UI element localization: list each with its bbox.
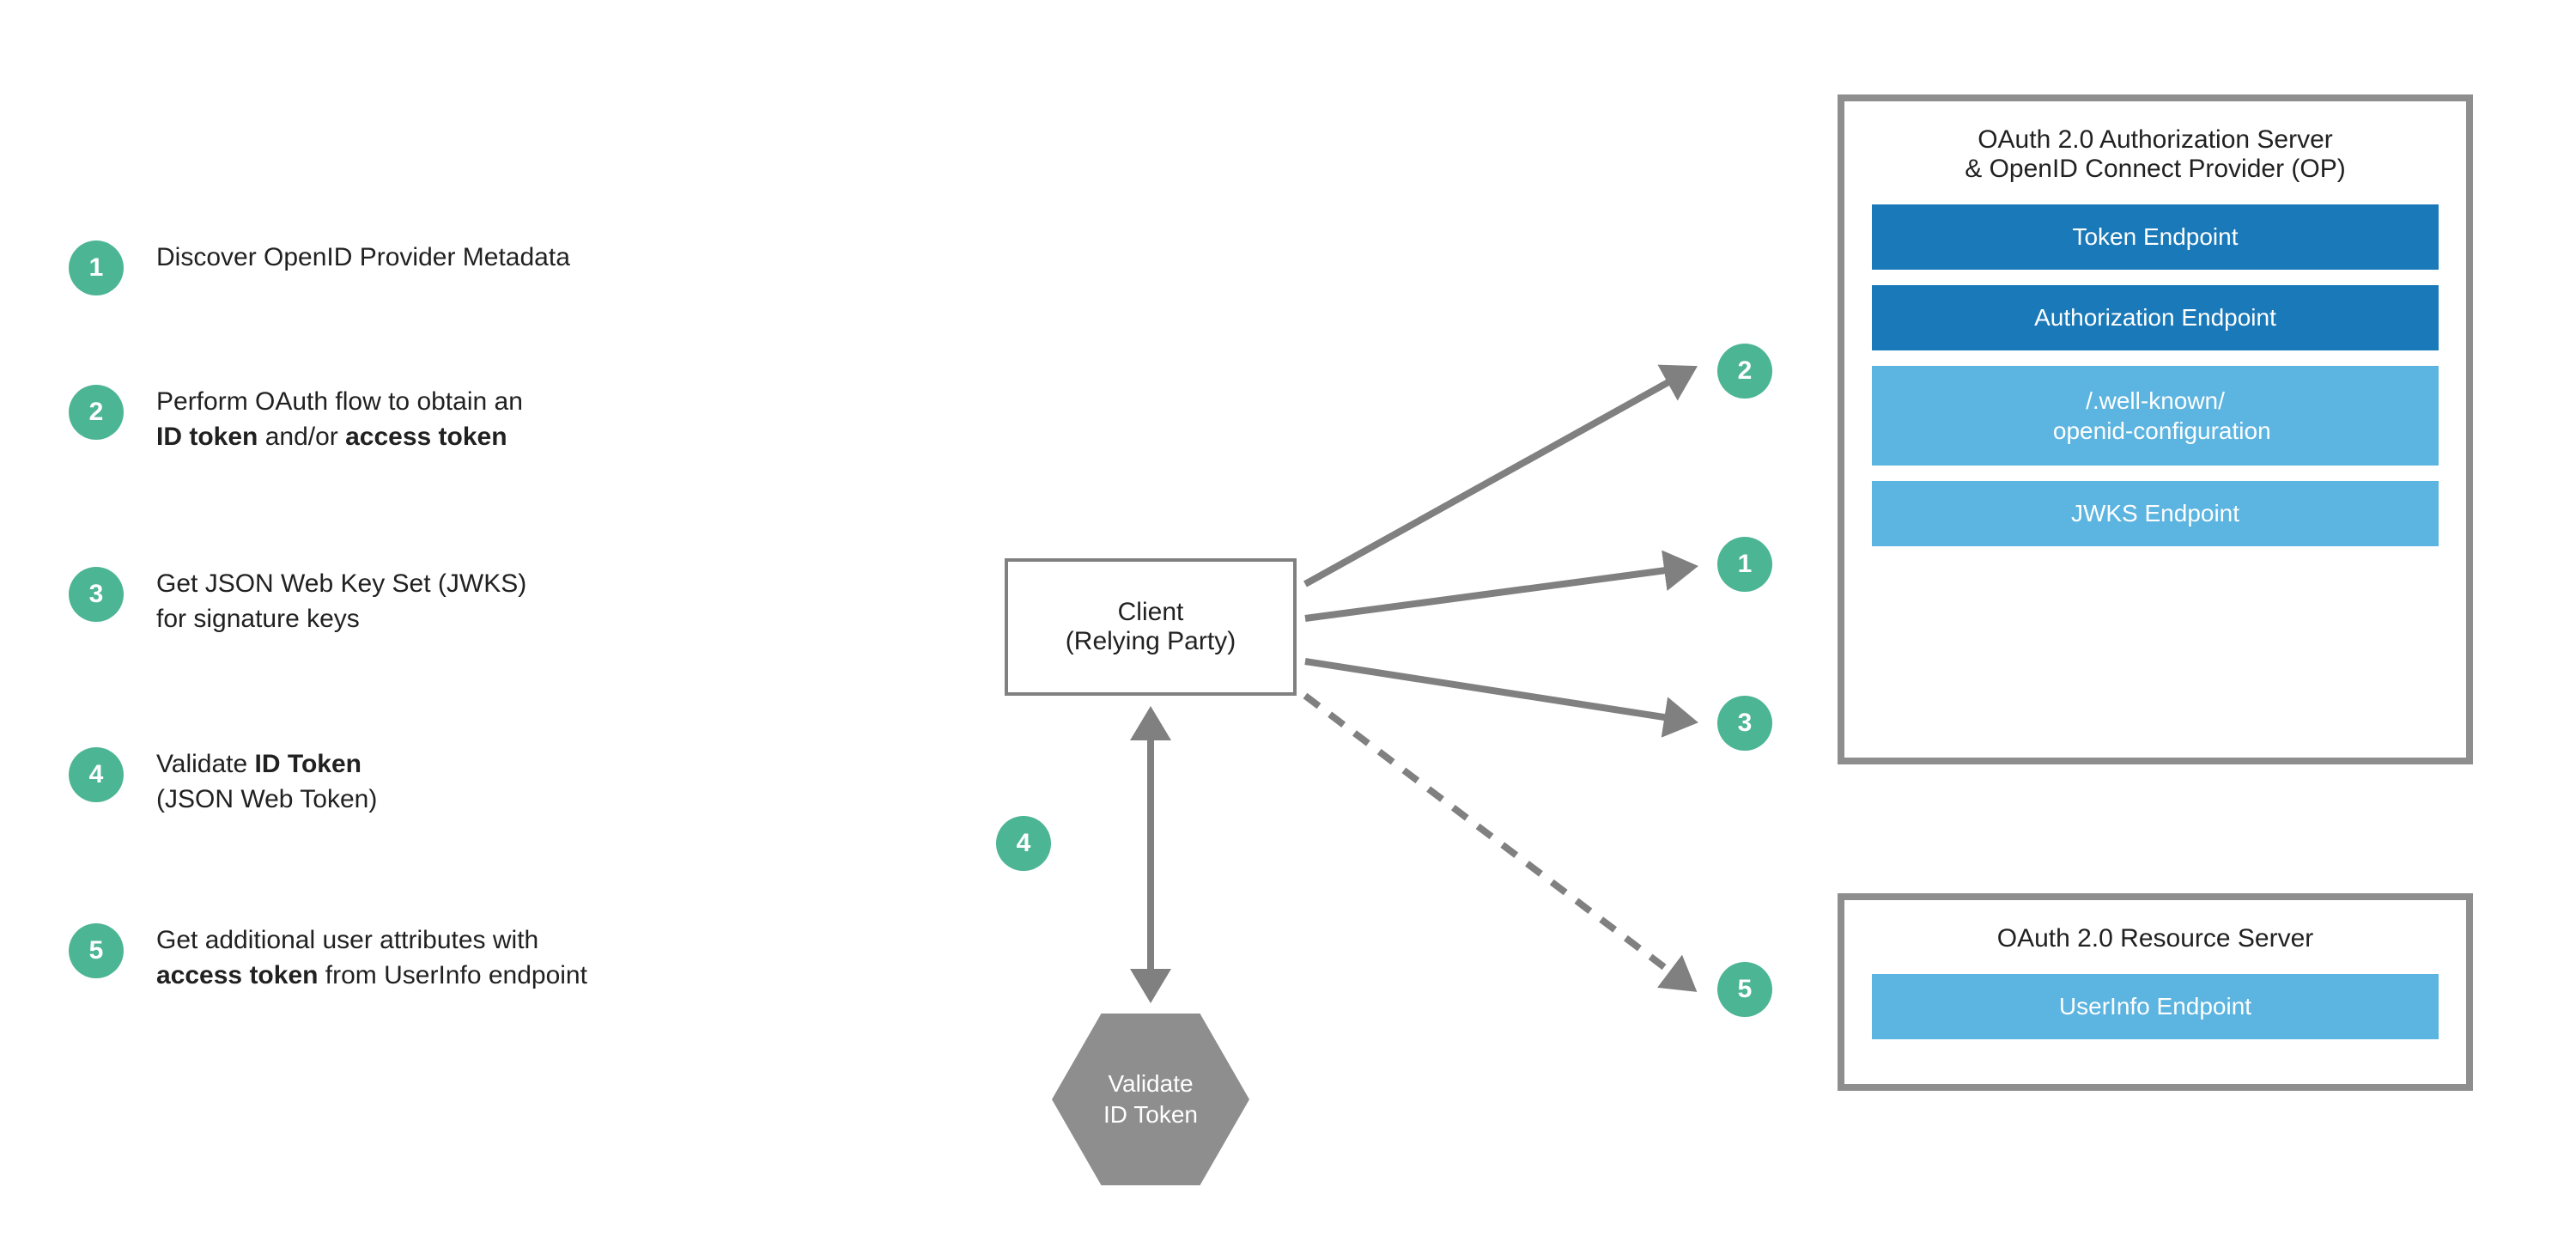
flow-badge-5: 5 [1717,962,1772,1017]
legend-text-2: Perform OAuth flow to obtain anID token … [156,385,523,454]
legend-text-4: Validate ID Token(JSON Web Token) [156,747,377,817]
auth-endpoint-0: Token Endpoint [1872,204,2439,270]
client-label-2: (Relying Party) [1066,627,1236,656]
arrow-3 [1305,696,1692,988]
legend-badge-3: 3 [69,567,124,622]
legend-item-3: 3 Get JSON Web Key Set (JWKS)for signatur… [69,567,526,636]
validate-hexagon: Validate ID Token [1052,1014,1249,1185]
client-label-1: Client [1118,598,1184,627]
legend-badge-5: 5 [69,923,124,978]
legend-text-3: Get JSON Web Key Set (JWKS)for signature… [156,567,526,636]
legend-text-5: Get additional user attributes withacces… [156,923,587,993]
auth-server-title: OAuth 2.0 Authorization Server & OpenID … [1872,125,2439,184]
auth-server-box: OAuth 2.0 Authorization Server & OpenID … [1838,94,2473,764]
client-box: Client (Relying Party) [1005,558,1297,696]
legend-item-4: 4 Validate ID Token(JSON Web Token) [69,747,377,817]
flow-badge-4: 4 [996,816,1051,871]
legend-item-2: 2 Perform OAuth flow to obtain anID token… [69,385,523,454]
flow-badge-1: 1 [1717,537,1772,592]
arrow-1 [1305,567,1692,618]
diagram-root: 1 Discover OpenID Provider Metadata 2 Perfo… [0,0,2576,1248]
hex-line1: Validate [1103,1068,1198,1099]
flow-badge-3: 3 [1717,696,1772,751]
legend-item-5: 5 Get additional user attributes withacce… [69,923,587,993]
legend-badge-1: 1 [69,240,124,295]
auth-endpoint-2: /.well-known/ openid-configuration [1872,366,2439,466]
arrow-2 [1305,661,1692,721]
legend-item-1: 1 Discover OpenID Provider Metadata [69,240,570,295]
legend-badge-2: 2 [69,385,124,440]
auth-endpoint-1: Authorization Endpoint [1872,285,2439,350]
hex-line2: ID Token [1103,1099,1198,1130]
legend-text-1: Discover OpenID Provider Metadata [156,240,570,276]
resource-server-title: OAuth 2.0 Resource Server [1872,924,2439,953]
legend-badge-4: 4 [69,747,124,802]
resource-server-box: OAuth 2.0 Resource Server UserInfo Endpo… [1838,893,2473,1091]
flow-badge-2: 2 [1717,344,1772,399]
arrow-0 [1305,369,1692,584]
auth-endpoint-3: JWKS Endpoint [1872,481,2439,546]
resource-endpoint-0: UserInfo Endpoint [1872,974,2439,1039]
